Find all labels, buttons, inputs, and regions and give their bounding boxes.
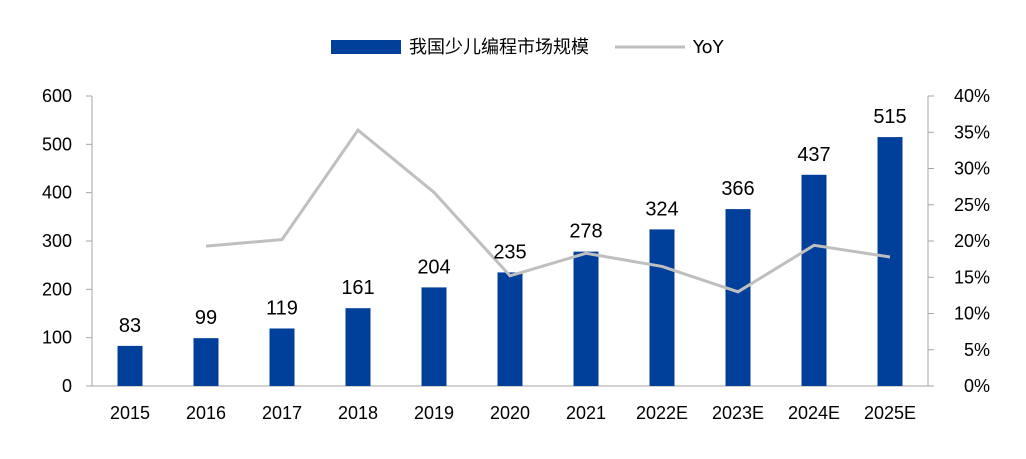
bar: [193, 338, 219, 386]
legend-swatch-market-size: [331, 40, 401, 54]
x-axis-tick-label: 2023E: [712, 403, 764, 423]
left-axis-tick-labels: 0 100 200 300 400 500 600: [42, 86, 72, 396]
right-axis-tick-label: 30%: [954, 159, 990, 179]
bar-data-label: 278: [569, 221, 602, 243]
bar: [117, 345, 143, 386]
bar: [649, 229, 675, 386]
legend: 我国少儿编程市场规模 YoY: [331, 37, 725, 58]
x-axis-tick-labels: 2015 2016 2017 2018 2019 2020 2021 2022E 2023E 20…: [110, 403, 916, 423]
right-axis-tick-label: 15%: [954, 267, 990, 287]
x-axis-tick-label: 2019: [414, 403, 454, 423]
right-axis-tick-label: 40%: [954, 86, 990, 106]
bar-data-label: 99: [195, 307, 217, 329]
bar-data-label: 119: [266, 297, 298, 319]
yoy-line: [205, 127, 891, 294]
bar: [497, 272, 523, 386]
bar-data-label: 83: [119, 315, 141, 337]
x-axis-tick-label: 2021: [566, 403, 606, 423]
yoy-line-series: [205, 127, 891, 294]
bars: [117, 137, 903, 386]
bar: [801, 174, 827, 386]
bar-data-label: 324: [645, 198, 678, 220]
right-axis-tick-label: 5%: [964, 340, 990, 360]
bar: [725, 209, 751, 386]
left-axis-tick-label: 0: [62, 376, 72, 396]
right-axis-tick-label: 25%: [954, 195, 990, 215]
bar: [421, 287, 447, 386]
x-axis-tick-label: 2024E: [788, 403, 840, 423]
bar-data-label: 366: [721, 178, 754, 200]
bar-data-label: 515: [873, 106, 906, 128]
x-axis-tick-label: 2025E: [864, 403, 916, 423]
right-axis-tick-label: 20%: [954, 231, 990, 251]
right-axis-tick-label: 10%: [954, 304, 990, 324]
right-axis-tick-label: 35%: [954, 122, 990, 142]
bar: [877, 137, 903, 386]
left-axis-tick-label: 100: [42, 328, 72, 348]
bar: [573, 251, 599, 386]
left-axis-tick-label: 500: [42, 134, 72, 154]
legend-label-yoy: YoY: [692, 37, 725, 58]
x-axis-tick-label: 2018: [338, 403, 378, 423]
bar-data-label: 204: [417, 256, 450, 278]
x-axis-tick-label: 2015: [110, 403, 150, 423]
x-axis-tick-label: 2017: [262, 403, 302, 423]
legend-label-market-size: 我国少儿编程市场规模: [409, 37, 589, 58]
left-axis-tick-label: 400: [42, 183, 72, 203]
left-axis-tick-label: 200: [42, 279, 72, 299]
bar-data-label: 437: [797, 144, 830, 166]
left-axis-tick-label: 600: [42, 86, 72, 106]
bar: [345, 308, 371, 386]
x-axis-tick-label: 2022E: [636, 403, 688, 423]
bar-data-label: 161: [341, 277, 374, 299]
right-axis-tick-labels: 0% 5% 10% 15% 20% 25% 30% 35% 40%: [954, 86, 990, 396]
left-axis-tick-label: 300: [42, 231, 72, 251]
right-axis-tick-label: 0%: [964, 376, 990, 396]
bar-data-labels: 83 99 119 161 204 235 278 324 366 437 515: [119, 106, 907, 337]
x-axis-tick-label: 2020: [490, 403, 530, 423]
bar: [269, 328, 295, 386]
bar-data-label: 235: [493, 241, 526, 263]
x-axis-tick-label: 2016: [186, 403, 226, 423]
